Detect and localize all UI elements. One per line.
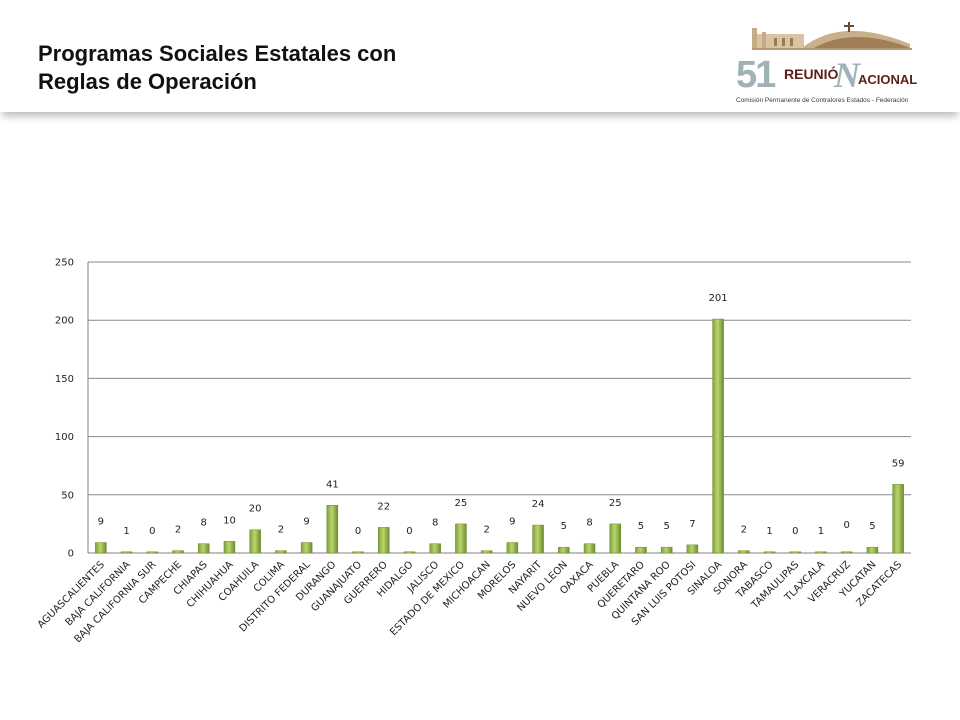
data-label: 2 xyxy=(741,525,747,536)
chart-gridlines xyxy=(87,261,911,554)
data-label: 2 xyxy=(175,525,181,536)
page-title: Programas Sociales Estatales con Reglas … xyxy=(38,40,396,96)
data-label: 9 xyxy=(98,517,104,528)
y-tick-label: 250 xyxy=(55,258,74,269)
data-label: 0 xyxy=(844,520,850,531)
y-tick-label: 100 xyxy=(55,432,74,443)
chart-bars xyxy=(95,318,904,554)
bar xyxy=(763,551,776,554)
bar xyxy=(609,523,621,554)
slide-header: Programas Sociales Estatales con Reglas … xyxy=(0,0,960,112)
data-label: 2 xyxy=(483,525,489,536)
data-label: 24 xyxy=(532,499,545,510)
data-label: 22 xyxy=(377,501,390,512)
data-label: 5 xyxy=(869,521,875,532)
bar xyxy=(712,318,724,554)
data-label: 9 xyxy=(303,517,309,528)
logo-number: 51 xyxy=(736,54,776,96)
data-label: 0 xyxy=(355,526,361,537)
reunion-nacional-logo: 51 REUNIÓ N ACIONAL Comisión Permanente … xyxy=(722,8,942,112)
logo-letter-n: N xyxy=(834,55,860,95)
bar xyxy=(326,505,339,554)
bar xyxy=(223,541,236,554)
data-label: 0 xyxy=(406,526,412,537)
bar xyxy=(660,546,673,554)
bar xyxy=(120,551,133,554)
y-axis-ticks: 0 50 100 150 200 250 xyxy=(55,258,74,560)
y-tick-label: 150 xyxy=(55,374,74,385)
data-label: 1 xyxy=(818,526,824,537)
bar xyxy=(506,542,519,554)
logo-word-nacional: ACIONAL xyxy=(858,72,918,87)
bar xyxy=(352,551,364,554)
data-label: 8 xyxy=(201,518,207,529)
data-label: 1 xyxy=(766,526,772,537)
bar xyxy=(738,550,750,554)
bar xyxy=(866,546,879,554)
title-line-1: Programas Sociales Estatales con xyxy=(38,41,397,66)
bar xyxy=(840,551,853,554)
bar xyxy=(583,543,596,554)
data-label: 8 xyxy=(432,518,438,529)
bar xyxy=(249,529,261,554)
data-label: 0 xyxy=(792,526,798,537)
data-label: 8 xyxy=(586,518,592,529)
data-label: 59 xyxy=(892,458,905,469)
church-hill-icon xyxy=(752,22,912,50)
title-line-2: Reglas de Operación xyxy=(38,69,257,94)
data-label: 20 xyxy=(249,504,262,515)
bar xyxy=(455,523,467,554)
logo-subtitle: Comisión Permanente de Contralores Estad… xyxy=(736,97,909,104)
data-label: 10 xyxy=(223,515,236,526)
logo-word-reunion: REUNIÓ xyxy=(784,66,839,82)
data-label: 9 xyxy=(509,517,515,528)
bar xyxy=(95,542,107,554)
bar xyxy=(197,543,210,554)
bar xyxy=(146,551,159,554)
bar xyxy=(815,551,827,554)
data-label: 5 xyxy=(663,521,669,532)
bar xyxy=(635,546,647,554)
data-label: 0 xyxy=(149,526,155,537)
bar xyxy=(403,551,416,554)
bar xyxy=(789,551,802,554)
bar xyxy=(172,550,184,554)
data-label: 25 xyxy=(455,498,468,509)
bar xyxy=(480,550,493,554)
bar xyxy=(275,550,287,554)
bar xyxy=(300,542,313,554)
y-tick-label: 200 xyxy=(55,316,74,327)
data-label: 7 xyxy=(689,519,695,530)
y-tick-label: 50 xyxy=(61,490,74,501)
bar xyxy=(532,524,544,554)
bar xyxy=(892,484,904,554)
bar xyxy=(429,543,441,554)
data-label: 201 xyxy=(709,293,728,304)
data-label: 5 xyxy=(561,521,567,532)
bar xyxy=(558,546,570,554)
bar xyxy=(686,544,699,554)
data-label: 41 xyxy=(326,479,339,490)
data-label: 5 xyxy=(638,521,644,532)
data-label: 2 xyxy=(278,525,284,536)
data-label: 25 xyxy=(609,498,622,509)
y-tick-label: 0 xyxy=(68,549,74,560)
bar xyxy=(378,527,390,554)
data-label: 1 xyxy=(123,526,129,537)
